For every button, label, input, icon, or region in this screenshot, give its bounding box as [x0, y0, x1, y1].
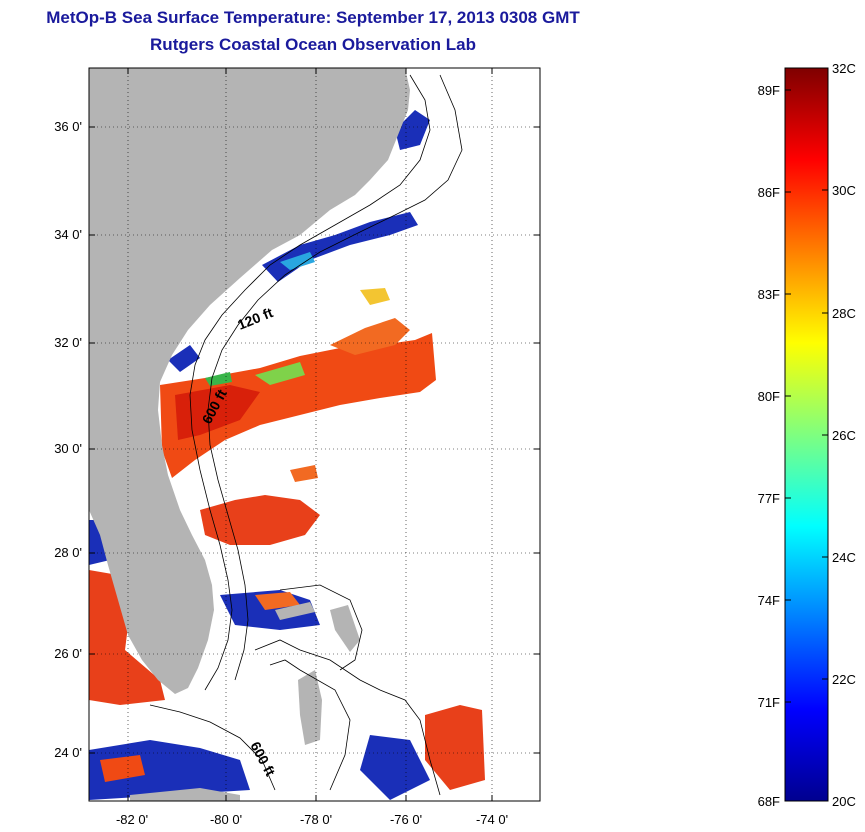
sst-coastal-ga — [168, 345, 200, 372]
colorbar-c-label: 22C — [832, 672, 856, 687]
colorbar-f-label: 74F — [758, 593, 780, 608]
contour-florida-straits — [149, 704, 276, 791]
latitude-labels: 36 0' 34 0' 32 0' 30 0' 28 0' 26 0' 24 0… — [54, 119, 82, 760]
colorbar-celsius-labels: 32C 30C 28C 26C 24C 22C 20C — [832, 61, 856, 809]
lon-tick-label: -78 0' — [300, 812, 332, 827]
colorbar-ticks — [785, 67, 828, 802]
colorbar-f-label: 68F — [758, 794, 780, 809]
longitude-labels: -82 0' -80 0' -78 0' -76 0' -74 0' — [116, 812, 508, 827]
colorbar-gradient — [784, 67, 829, 802]
contour-bahamas-inner — [269, 659, 351, 791]
sst-gulf-patch — [89, 570, 165, 705]
colorbar-f-label: 83F — [758, 287, 780, 302]
sst-coastal-nc-cyan — [280, 252, 315, 270]
sst-keys-orange — [100, 755, 145, 782]
map-title: MetOp-B Sea Surface Temperature: Septemb… — [46, 8, 580, 27]
sst-east-fl-patch — [200, 495, 320, 545]
lat-tick-label: 34 0' — [54, 227, 82, 242]
map-tick-marks — [89, 68, 540, 801]
lat-tick-label: 30 0' — [54, 441, 82, 456]
contour-bahamas-ring — [279, 584, 363, 671]
colorbar-f-label: 80F — [758, 389, 780, 404]
sst-coastal-outer-banks — [395, 110, 430, 150]
colorbar: 32C 30C 28C 26C 24C 22C 20C 89F 86F 83F … — [758, 61, 856, 809]
sst-swath-gulfstream — [160, 333, 436, 478]
cuba — [130, 788, 240, 801]
map-subtitle: Rutgers Coastal Ocean Observation Lab — [150, 35, 476, 54]
bahamas-grand — [275, 602, 315, 620]
bathymetry-contours — [149, 74, 463, 796]
colorbar-f-label: 71F — [758, 695, 780, 710]
land-layer — [89, 68, 410, 801]
sst-bahamas-se — [425, 705, 485, 790]
colorbar-c-label: 24C — [832, 550, 856, 565]
sst-swath-yellow-north — [360, 288, 390, 305]
colorbar-fahrenheit-labels: 89F 86F 83F 80F 77F 74F 71F 68F — [758, 83, 780, 809]
sst-data-layer — [89, 110, 485, 800]
sst-swath-patch-north — [330, 318, 410, 355]
sst-swath-mixed — [255, 362, 305, 385]
colorbar-c-label: 26C — [832, 428, 856, 443]
colorbar-c-label: 30C — [832, 183, 856, 198]
lon-tick-label: -82 0' — [116, 812, 148, 827]
lon-tick-label: -80 0' — [210, 812, 242, 827]
lat-tick-label: 26 0' — [54, 646, 82, 661]
colorbar-f-label: 86F — [758, 185, 780, 200]
lat-tick-label: 36 0' — [54, 119, 82, 134]
lon-tick-label: -74 0' — [476, 812, 508, 827]
lat-tick-label: 24 0' — [54, 745, 82, 760]
lat-tick-label: 32 0' — [54, 335, 82, 350]
bahamas-abaco — [330, 605, 360, 652]
contour-120ft — [189, 74, 431, 691]
colorbar-c-label: 32C — [832, 61, 856, 76]
colorbar-f-label: 77F — [758, 491, 780, 506]
lon-tick-label: -76 0' — [390, 812, 422, 827]
colorbar-c-label: 28C — [832, 306, 856, 321]
sst-swath-hot-patch — [175, 385, 260, 440]
contour-600ft — [207, 74, 463, 681]
sst-bahamas-nw-orange — [255, 592, 300, 610]
sst-east-fl-patch-2 — [290, 465, 318, 482]
colorbar-c-label: 20C — [832, 794, 856, 809]
us-mainland — [89, 68, 410, 694]
sst-keys — [89, 740, 250, 800]
sst-bahamas-blue — [360, 735, 430, 800]
map-frame — [88, 67, 541, 802]
colorbar-f-label: 89F — [758, 83, 780, 98]
lat-tick-label: 28 0' — [54, 545, 82, 560]
contour-bahamas-outer — [254, 639, 441, 796]
